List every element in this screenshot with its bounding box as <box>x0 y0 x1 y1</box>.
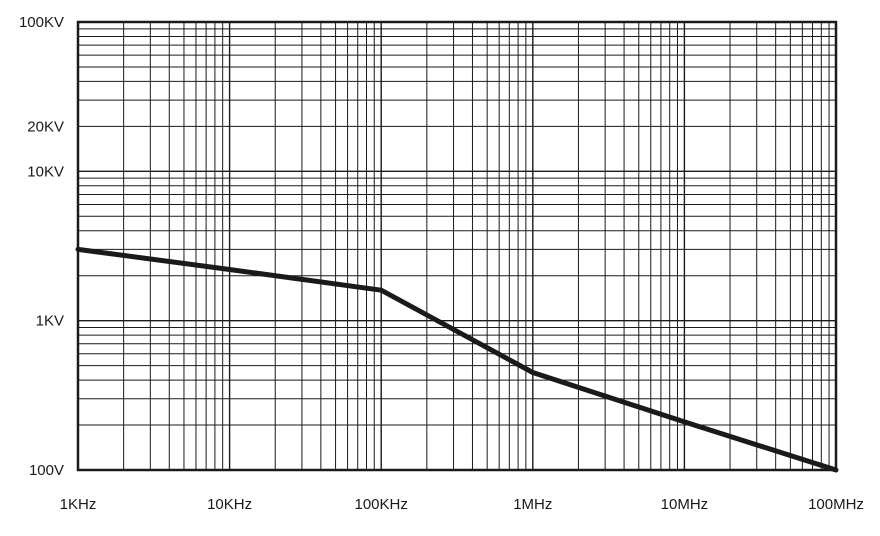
series-layer <box>75 246 839 473</box>
x-tick-label: 1KHz <box>60 496 97 513</box>
y-tick-label: 1KV <box>36 313 64 330</box>
x-axis-ticks: 1KHz 10KHz 100KHz 1MHz 10MHz 100MHz <box>60 496 864 513</box>
y-axis-ticks: 100V 1KV 10KV 20KV 100KV <box>19 14 64 479</box>
plot-frame <box>76 20 838 472</box>
grid <box>77 22 836 471</box>
y-tick-label: 20KV <box>27 118 64 135</box>
x-tick-label: 100MHz <box>808 496 864 513</box>
x-tick-label: 10KHz <box>207 496 252 513</box>
y-tick-label: 100V <box>29 462 64 479</box>
x-tick-label: 10MHz <box>661 496 709 513</box>
series-line <box>75 246 839 473</box>
x-tick-label: 100KHz <box>355 496 408 513</box>
y-tick-label: 100KV <box>19 14 64 31</box>
y-tick-label: 10KV <box>27 163 64 180</box>
x-tick-label: 1MHz <box>513 496 552 513</box>
